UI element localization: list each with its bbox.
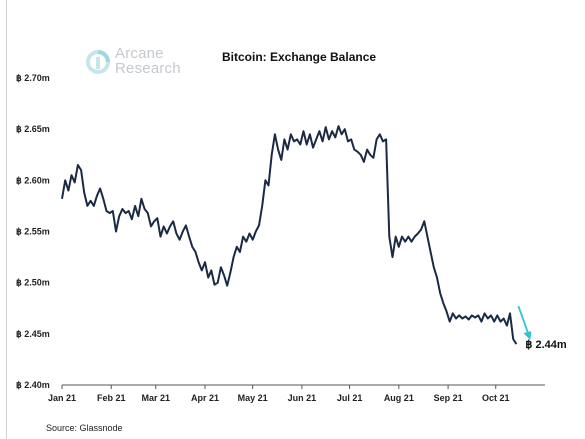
arcane-logo-text: Arcane Research xyxy=(115,46,181,76)
x-tick-label: Apr 21 xyxy=(191,393,219,403)
arcane-logo-icon xyxy=(86,50,110,74)
annotation-label: ฿ 2.44m xyxy=(525,339,566,351)
logo-line-1: Arcane xyxy=(115,45,164,62)
annotation-arrowhead xyxy=(523,331,532,341)
y-tick-label: ฿ 2.55m xyxy=(16,227,50,237)
y-tick-label: ฿ 2.45m xyxy=(16,329,50,339)
annotation-arrow xyxy=(517,305,530,335)
x-tick-label: Sep 21 xyxy=(434,393,463,403)
y-tick-label: ฿ 2.70m xyxy=(16,73,50,83)
x-tick-label: Oct 21 xyxy=(482,393,510,403)
y-tick-label: ฿ 2.65m xyxy=(16,124,50,134)
x-tick-label: May 21 xyxy=(238,393,268,403)
x-tick-label: Jul 21 xyxy=(337,393,363,403)
x-tick-label: Aug 21 xyxy=(384,393,414,403)
y-tick-label: ฿ 2.40m xyxy=(16,380,50,390)
y-tick-label: ฿ 2.50m xyxy=(16,278,50,288)
x-tick-label: Feb 21 xyxy=(97,393,126,403)
frame-border xyxy=(6,0,7,439)
logo-line-2: Research xyxy=(115,60,181,77)
source-note: Source: Glassnode xyxy=(46,423,123,433)
x-tick-label: Mar 21 xyxy=(141,393,170,403)
y-tick-label: ฿ 2.60m xyxy=(16,175,50,185)
x-tick-label: Jun 21 xyxy=(288,393,317,403)
arcane-logo: Arcane Research xyxy=(84,46,194,82)
series-line xyxy=(61,125,518,345)
x-tick-label: Jan 21 xyxy=(48,393,76,403)
chart-title: Bitcoin: Exchange Balance xyxy=(222,50,377,64)
